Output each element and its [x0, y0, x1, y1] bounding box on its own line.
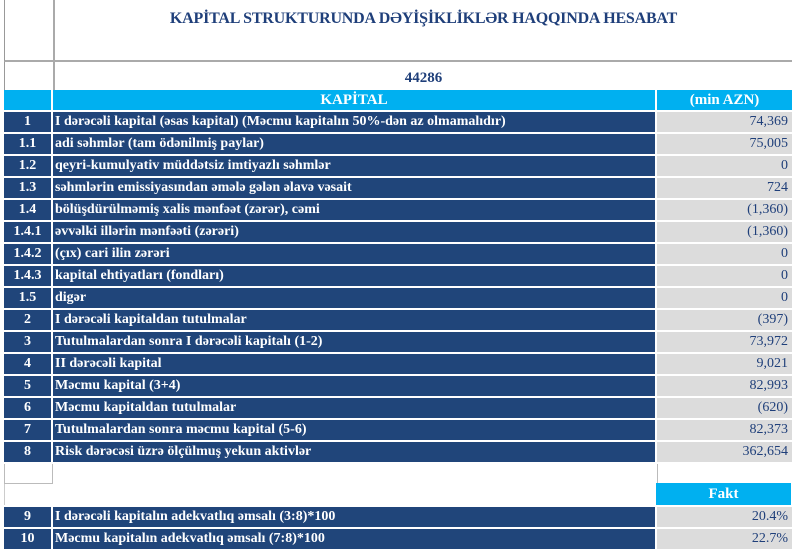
row-label: kapital ehtiyatları (fondları)	[53, 266, 655, 286]
row-number: 1.4	[4, 200, 51, 220]
row-value: 22.7%	[657, 529, 792, 549]
table-row: 1.4 bölüşdürülməmiş xalis mənfəət (zərər)…	[4, 200, 792, 220]
row-number: 10	[4, 529, 51, 549]
row-number: 8	[4, 442, 51, 462]
report-title: KAPİTAL STRUKTURUNDA DƏYİŞİKLİKLƏR HAQQI…	[169, 10, 678, 27]
table-row: 5 Məcmu kapital (3+4) 82,993	[4, 376, 792, 396]
row-label: I dərəcəli kapitaldan tutulmalar	[53, 310, 655, 330]
spacer-row	[4, 464, 792, 484]
row-number: 4	[4, 354, 51, 374]
row-number: 9	[4, 507, 51, 527]
date-row: 44286	[4, 62, 792, 90]
blank-cell	[5, 62, 55, 90]
row-number: 1.4.3	[4, 266, 51, 286]
row-number: 6	[4, 398, 51, 418]
row-value: 75,005	[657, 134, 792, 154]
row-number: 2	[4, 310, 51, 330]
row-value: 0	[657, 266, 792, 286]
row-label: I dərəcəli kapitalın adekvatlıq əmsalı (…	[53, 507, 655, 527]
row-label: səhmlərin emissiyasından əmələ gələn əla…	[53, 178, 655, 198]
table-row: 1.3 səhmlərin emissiyasından əmələ gələn …	[4, 178, 792, 198]
row-number: 1.3	[4, 178, 51, 198]
row-value: (397)	[657, 310, 792, 330]
row-value: 73,972	[657, 332, 792, 352]
row-value: 82,993	[657, 376, 792, 396]
blank-cell	[5, 0, 55, 60]
row-value: (1,360)	[657, 222, 792, 242]
row-value: (1,360)	[657, 200, 792, 220]
header-no	[4, 90, 51, 110]
row-label: digər	[53, 288, 655, 308]
row-value: 82,373	[657, 420, 792, 440]
row-label: Risk dərəcəsi üzrə ölçülmuş yekun aktivl…	[53, 442, 655, 462]
row-value: (620)	[657, 398, 792, 418]
fakt-header: Fakt	[656, 483, 791, 505]
row-number: 7	[4, 420, 51, 440]
row-label: Tutulmalardan sonra I dərəcəli kapitalı …	[53, 332, 655, 352]
row-value: 9,021	[657, 354, 792, 374]
row-label: Məcmu kapitalın adekvatlıq əmsalı (7:8)*…	[53, 529, 655, 549]
row-number: 3	[4, 332, 51, 352]
row-value: 0	[657, 156, 792, 176]
row-number: 1.2	[4, 156, 51, 176]
row-number: 1.1	[4, 134, 51, 154]
row-value: 0	[657, 288, 792, 308]
row-number: 1.5	[4, 288, 51, 308]
table-row: 1.5 digər 0	[4, 288, 792, 308]
row-label: Məcmu kapital (3+4)	[53, 376, 655, 396]
table-row: 3 Tutulmalardan sonra I dərəcəli kapitalı…	[4, 332, 792, 352]
row-number: 5	[4, 376, 51, 396]
row-value: 724	[657, 178, 792, 198]
report-date: 44286	[404, 70, 443, 86]
row-label: I dərəcəli kapital (əsas kapital) (Məcmu…	[53, 112, 655, 132]
header-unit: (min AZN)	[657, 90, 792, 110]
row-value: 20.4%	[657, 507, 792, 527]
table-row: 8 Risk dərəcəsi üzrə ölçülmuş yekun aktiv…	[4, 442, 792, 462]
table-row: 6 Məcmu kapitaldan tutulmalar (620)	[4, 398, 792, 418]
header-label: KAPİTAL	[53, 90, 655, 110]
table-row: 1.2 qeyri-kumulyativ müddətsiz imtiyazlı …	[4, 156, 792, 176]
row-number: 1.4.1	[4, 222, 51, 242]
row-number: 1.4.2	[4, 244, 51, 264]
row-label: qeyri-kumulyativ müddətsiz imtiyazlı səh…	[53, 156, 655, 176]
row-number: 1	[4, 112, 51, 132]
capital-report-sheet: KAPİTAL STRUKTURUNDA DƏYİŞİKLİKLƏR HAQQI…	[4, 0, 792, 551]
row-label: Tutulmalardan sonra məcmu kapital (5-6)	[53, 420, 655, 440]
row-label: (çıx) cari ilin zərəri	[53, 244, 655, 264]
table-row: 1.1 adi səhmlər (tam ödənilmiş paylar) 75,…	[4, 134, 792, 154]
table-row: 1.4.2 (çıx) cari ilin zərəri 0	[4, 244, 792, 264]
row-value: 74,369	[657, 112, 792, 132]
title-row: KAPİTAL STRUKTURUNDA DƏYİŞİKLİKLƏR HAQQI…	[4, 0, 792, 62]
table-row: 1.4.1 əvvəlki illərin mənfəəti (zərəri) (1…	[4, 222, 792, 242]
row-value: 0	[657, 244, 792, 264]
row-label: əvvəlki illərin mənfəəti (zərəri)	[53, 222, 655, 242]
table-row: 7 Tutulmalardan sonra məcmu kapital (5-6)…	[4, 420, 792, 440]
table-header: KAPİTAL (min AZN)	[4, 90, 792, 110]
row-label: adi səhmlər (tam ödənilmiş paylar)	[53, 134, 655, 154]
row-label: Məcmu kapitaldan tutulmalar	[53, 398, 655, 418]
fakt-header-row: Fakt	[4, 483, 792, 505]
row-value: 362,654	[657, 442, 792, 462]
row-label: II dərəcəli kapital	[53, 354, 655, 374]
table-row: 10 Məcmu kapitalın adekvatlıq əmsalı (7:8…	[4, 529, 792, 549]
table-row: 4 II dərəcəli kapital 9,021	[4, 354, 792, 374]
table-row: 1.4.3 kapital ehtiyatları (fondları) 0	[4, 266, 792, 286]
row-label: bölüşdürülməmiş xalis mənfəət (zərər), c…	[53, 200, 655, 220]
